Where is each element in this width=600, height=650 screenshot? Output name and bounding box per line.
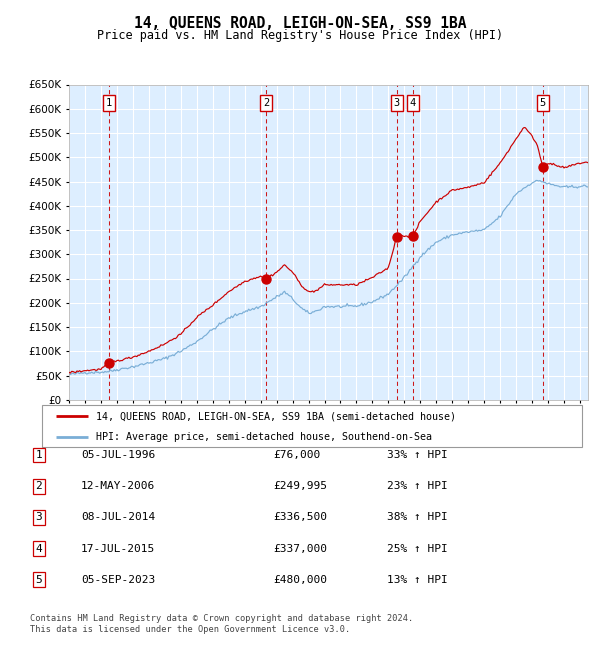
Text: 13% ↑ HPI: 13% ↑ HPI bbox=[387, 575, 448, 585]
Text: 23% ↑ HPI: 23% ↑ HPI bbox=[387, 481, 448, 491]
Text: 1: 1 bbox=[35, 450, 43, 460]
Text: £249,995: £249,995 bbox=[273, 481, 327, 491]
Text: HPI: Average price, semi-detached house, Southend-on-Sea: HPI: Average price, semi-detached house,… bbox=[96, 432, 432, 441]
Text: 3: 3 bbox=[35, 512, 43, 523]
Text: Price paid vs. HM Land Registry's House Price Index (HPI): Price paid vs. HM Land Registry's House … bbox=[97, 29, 503, 42]
Text: 2: 2 bbox=[35, 481, 43, 491]
Text: £337,000: £337,000 bbox=[273, 543, 327, 554]
Text: 08-JUL-2014: 08-JUL-2014 bbox=[81, 512, 155, 523]
Text: £76,000: £76,000 bbox=[273, 450, 320, 460]
Text: Contains HM Land Registry data © Crown copyright and database right 2024.
This d: Contains HM Land Registry data © Crown c… bbox=[30, 614, 413, 634]
Text: 4: 4 bbox=[410, 98, 416, 109]
Text: 05-SEP-2023: 05-SEP-2023 bbox=[81, 575, 155, 585]
Text: £336,500: £336,500 bbox=[273, 512, 327, 523]
Text: 05-JUL-1996: 05-JUL-1996 bbox=[81, 450, 155, 460]
Text: £480,000: £480,000 bbox=[273, 575, 327, 585]
Text: 17-JUL-2015: 17-JUL-2015 bbox=[81, 543, 155, 554]
Text: 4: 4 bbox=[35, 543, 43, 554]
Text: 14, QUEENS ROAD, LEIGH-ON-SEA, SS9 1BA: 14, QUEENS ROAD, LEIGH-ON-SEA, SS9 1BA bbox=[134, 16, 466, 31]
Text: 14, QUEENS ROAD, LEIGH-ON-SEA, SS9 1BA (semi-detached house): 14, QUEENS ROAD, LEIGH-ON-SEA, SS9 1BA (… bbox=[96, 411, 456, 421]
Text: 1: 1 bbox=[106, 98, 112, 109]
Text: 12-MAY-2006: 12-MAY-2006 bbox=[81, 481, 155, 491]
Text: 3: 3 bbox=[394, 98, 400, 109]
Text: 2: 2 bbox=[263, 98, 269, 109]
Text: 33% ↑ HPI: 33% ↑ HPI bbox=[387, 450, 448, 460]
Text: 5: 5 bbox=[539, 98, 546, 109]
Text: 25% ↑ HPI: 25% ↑ HPI bbox=[387, 543, 448, 554]
Text: 38% ↑ HPI: 38% ↑ HPI bbox=[387, 512, 448, 523]
FancyBboxPatch shape bbox=[42, 405, 582, 447]
Text: 5: 5 bbox=[35, 575, 43, 585]
